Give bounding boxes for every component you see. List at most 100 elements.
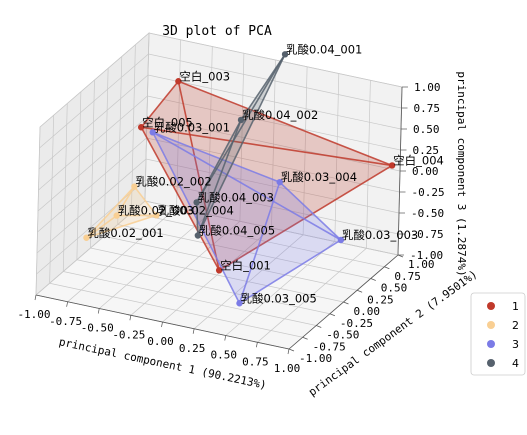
data-point — [236, 300, 243, 307]
x-tick-mark — [192, 328, 195, 334]
data-point — [113, 212, 120, 219]
y-tick-mark — [343, 301, 349, 305]
y-grid-line-wall — [103, 68, 109, 237]
y-tick-label: 0.50 — [381, 282, 408, 295]
data-point — [137, 124, 145, 131]
legend-marker — [487, 302, 495, 310]
cluster-3-face — [239, 182, 341, 304]
y-tick-mark — [329, 313, 336, 317]
cluster-3-edge — [152, 131, 241, 304]
cluster-2-face — [116, 186, 157, 216]
point-label: 空白_004 — [393, 153, 444, 167]
z-tick-label: 0.25 — [413, 144, 440, 157]
point-label: 乳酸0.03_005 — [240, 291, 316, 305]
cluster-4-edge — [195, 202, 199, 236]
cluster-3-edge — [239, 239, 342, 304]
y-tick-label: 1.00 — [408, 258, 435, 271]
cluster-1-edge — [177, 81, 220, 271]
data-point — [337, 236, 345, 244]
y-tick-mark — [356, 289, 363, 293]
y-tick-mark — [288, 348, 295, 352]
data-point — [388, 162, 396, 169]
z-tick-label: -0.50 — [411, 207, 444, 220]
x-tick-label: 0.50 — [211, 349, 238, 362]
legend-label: 4 — [512, 357, 519, 370]
y-tick-label: 0.75 — [394, 270, 421, 283]
data-point — [237, 116, 245, 124]
legend-marker — [487, 321, 495, 329]
x-tick-mark — [256, 342, 258, 348]
cluster-4-edge — [195, 53, 286, 203]
cluster-1-face — [178, 81, 393, 271]
cluster-4-edge — [195, 119, 242, 203]
legend-label: 1 — [512, 300, 519, 313]
cluster-3-face — [152, 132, 341, 304]
cluster-4-edge — [197, 53, 286, 236]
x-tick-mark — [129, 315, 132, 321]
y-tick-label: -1.00 — [299, 352, 332, 365]
legend-label: 2 — [512, 319, 519, 332]
y-tick-label: -0.25 — [340, 317, 373, 330]
cluster-3-edge — [279, 181, 342, 241]
x-tick-label: -1.00 — [17, 308, 50, 321]
cluster-1-edge — [140, 80, 179, 128]
cluster-3-face — [152, 132, 280, 304]
cluster-3-edge — [238, 181, 281, 304]
point-label: 乳酸0.02_002 — [135, 175, 211, 189]
y-tick-label: -0.75 — [313, 340, 346, 353]
tick-labels: -1.00-0.75-0.50-0.250.000.250.500.751.00… — [17, 81, 444, 375]
point-label: 乳酸0.03_001 — [154, 120, 230, 134]
point-label: 乳酸0.02_004 — [158, 203, 234, 217]
x-tick-mark — [287, 348, 290, 355]
x-tick-label: 0.75 — [242, 355, 269, 368]
cluster-3-edge — [152, 131, 281, 183]
x-tick-mark — [224, 335, 227, 341]
z-tick-label: 0.50 — [413, 123, 440, 136]
point-label: 乳酸0.04_001 — [286, 42, 362, 56]
cluster-1-edge — [140, 126, 220, 271]
cluster-2-edge — [85, 214, 118, 239]
x-tick-label: -0.25 — [112, 328, 145, 341]
cluster-4-edge — [197, 119, 242, 236]
x-tick-mark — [97, 308, 100, 314]
point-labels: 空白_001 空白_003 空白_004 空白_005 乳酸0.02_001 乳酸0.02… — [87, 42, 443, 305]
y-tick-label: 0.25 — [367, 293, 394, 306]
y-tick-mark — [370, 278, 376, 281]
cluster-1-edge — [141, 126, 393, 167]
cluster-3-edge — [152, 131, 342, 241]
legend-box — [470, 292, 526, 376]
x-tick-mark — [34, 294, 37, 301]
point-label: 乳酸0.04_003 — [198, 190, 274, 204]
y-tick-label: -0.50 — [326, 329, 359, 342]
y-grid-line-floor — [117, 224, 371, 279]
data-point — [193, 199, 200, 206]
data-point — [215, 267, 223, 274]
z-axis-label: principal component 3 (1.2874%) — [455, 71, 468, 276]
y-tick-mark — [302, 336, 308, 340]
x-tick-mark — [161, 321, 163, 328]
legend-marker — [487, 340, 495, 348]
z-tick-label: 0.75 — [414, 102, 441, 115]
point-label: 空白_001 — [220, 258, 271, 272]
z-tick-label: 0.00 — [412, 165, 439, 178]
point-label: 乳酸0.04_002 — [242, 108, 318, 122]
point-label: 乳酸0.03_004 — [281, 170, 357, 184]
data-point — [276, 178, 283, 186]
x-tick-label: 0.25 — [179, 342, 206, 355]
point-label: 空白_003 — [179, 69, 230, 83]
cluster-hulls — [85, 53, 393, 304]
y-tick-mark — [384, 266, 390, 270]
data-point — [281, 51, 289, 58]
x-tick-label: 0.00 — [147, 335, 174, 348]
x-tick-label: 1.00 — [274, 362, 301, 375]
y-grid-line-floor — [90, 247, 344, 303]
x-tick-label: -0.50 — [81, 322, 114, 335]
y-grid-line-floor — [131, 212, 385, 268]
chart-title: 3D plot of PCA — [162, 24, 272, 39]
cluster-2-edge — [86, 214, 157, 239]
cluster-1-edge — [218, 164, 393, 271]
z-tick-label: -0.75 — [411, 228, 444, 241]
data-point — [194, 232, 202, 239]
data-point — [175, 78, 182, 85]
